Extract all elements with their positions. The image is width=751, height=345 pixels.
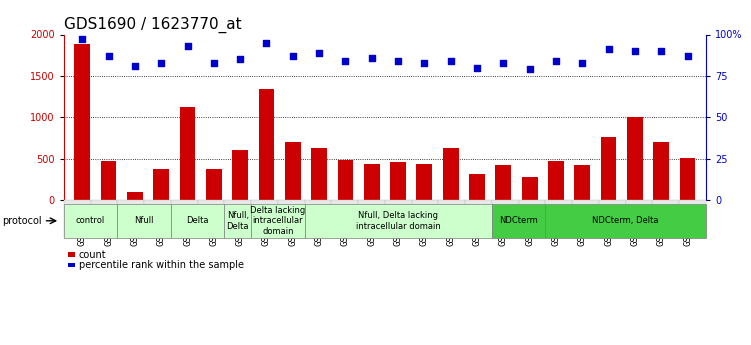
Bar [522,177,538,200]
Bar [492,200,519,238]
Bar [251,200,278,238]
Bar [117,204,171,238]
Bar [232,150,248,200]
Text: Nfull: Nfull [134,216,154,225]
Bar [278,200,305,238]
Bar [225,204,251,238]
Text: Delta lacking
intracellular
domain: Delta lacking intracellular domain [250,206,306,236]
Bar [285,142,300,200]
Text: control: control [76,216,105,225]
Text: Delta: Delta [186,216,209,225]
Bar [68,263,75,267]
Bar [91,200,117,238]
Text: Nfull, Delta lacking
intracellular domain: Nfull, Delta lacking intracellular domai… [356,211,441,230]
Bar [258,89,274,200]
Point [550,58,562,64]
Bar [198,200,225,238]
Bar [127,192,143,200]
Bar [417,164,433,200]
Bar [101,161,116,200]
Text: GDS1690 / 1623770_at: GDS1690 / 1623770_at [64,17,242,33]
Point [182,43,194,49]
Point [77,37,89,42]
Bar [331,200,358,238]
Text: percentile rank within the sample: percentile rank within the sample [79,260,244,270]
Bar [496,165,511,200]
Point [155,60,167,66]
Bar [144,200,171,238]
Bar [64,204,117,238]
Bar [601,137,617,200]
Point [392,58,404,64]
Point [339,58,351,64]
Bar [179,107,195,200]
Bar [305,200,331,238]
Bar [545,200,572,238]
Bar [337,159,353,200]
Bar [545,204,706,238]
Bar [469,175,485,200]
Point [602,47,614,52]
Bar [439,200,465,238]
Bar [627,117,643,200]
Text: NDCterm: NDCterm [499,216,538,225]
Point [366,55,378,60]
Bar [443,148,459,200]
Bar [117,200,144,238]
Point [576,60,588,66]
Point [445,58,457,64]
Point [418,60,430,66]
Bar [225,200,251,238]
Text: Nfull,
Delta: Nfull, Delta [227,211,249,230]
Bar [599,200,626,238]
Bar [363,164,379,200]
Point [287,53,299,59]
Bar [74,45,90,200]
Bar [385,200,412,238]
Point [497,60,509,66]
Bar [548,161,564,200]
Bar [251,204,305,238]
Point [523,67,535,72]
Point [313,50,325,56]
Point [629,48,641,54]
Point [655,48,667,54]
Bar [465,200,492,238]
Bar [679,200,706,238]
Bar [171,204,225,238]
Bar [391,162,406,200]
Bar [68,252,75,257]
Bar [64,200,91,238]
Point [261,40,273,46]
Bar [653,142,669,200]
Bar [206,169,222,200]
Bar [358,200,385,238]
Bar [305,204,492,238]
Text: NDCterm, Delta: NDCterm, Delta [593,216,659,225]
Bar [311,148,327,200]
Point [103,53,115,59]
Bar [575,165,590,200]
Bar [171,200,198,238]
Text: protocol: protocol [2,216,41,226]
Text: count: count [79,250,107,259]
Bar [412,200,439,238]
Bar [492,204,545,238]
Bar [626,200,653,238]
Bar [572,200,599,238]
Point [208,60,220,66]
Bar [519,200,545,238]
Point [471,65,483,70]
Bar [680,158,695,200]
Point [129,63,141,69]
Point [234,57,246,62]
Point [681,53,693,59]
Bar [153,169,169,200]
Bar [653,200,679,238]
